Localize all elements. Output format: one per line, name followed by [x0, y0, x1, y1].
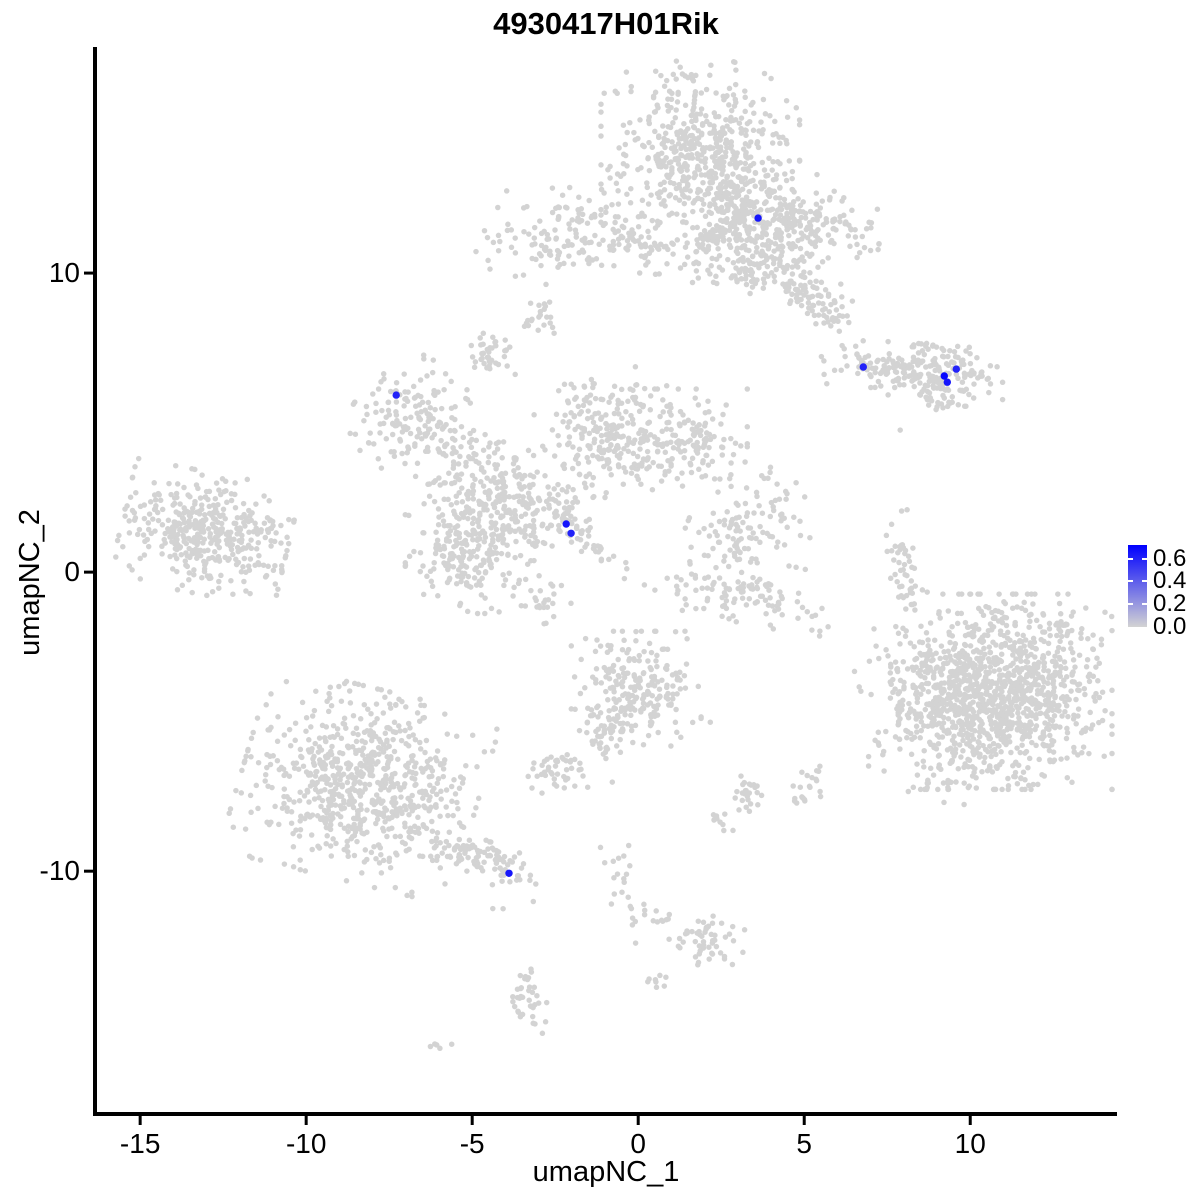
x-tick-label: 10 [954, 1128, 986, 1159]
legend-tick [1128, 603, 1133, 606]
legend-label: 0.4 [1153, 567, 1187, 595]
legend-tick [1142, 557, 1147, 560]
legend-tick [1142, 603, 1147, 606]
gray-points-group [113, 58, 1115, 1052]
x-tick-label: 0 [630, 1128, 646, 1159]
x-tick-label: -10 [285, 1128, 327, 1159]
highlighted-cell-point [567, 529, 575, 537]
y-tick-label: 0 [64, 556, 80, 588]
x-tick-label: 5 [796, 1128, 812, 1159]
highlighted-cell-point [562, 520, 570, 528]
x-tick-label: -15 [119, 1128, 161, 1159]
legend-label: 0.6 [1153, 544, 1187, 572]
legend-gradient-bar [1128, 545, 1147, 627]
y-tick-label: 10 [48, 257, 80, 289]
plot-title: 4930417H01Rik [493, 6, 719, 41]
x-tick-label: -5 [459, 1128, 485, 1159]
legend-tick [1128, 580, 1133, 583]
legend-label: 0.2 [1153, 590, 1187, 618]
highlighted-cell-point [392, 391, 400, 399]
highlighted-points-group [392, 214, 960, 877]
highlighted-cell-point [952, 365, 960, 373]
highlighted-cell-point [754, 214, 762, 222]
legend-tick [1142, 580, 1147, 583]
highlighted-cell-point [943, 378, 951, 386]
highlighted-cell-point [859, 363, 867, 371]
axes-group [84, 47, 1117, 1125]
highlighted-cell-point [940, 372, 948, 380]
legend-label: 0.0 [1153, 613, 1187, 640]
x-axis-title: umapNC_1 [532, 1156, 680, 1188]
y-tick-label: -10 [39, 855, 80, 887]
highlighted-cell-point [505, 869, 513, 877]
legend-tick [1128, 557, 1133, 560]
